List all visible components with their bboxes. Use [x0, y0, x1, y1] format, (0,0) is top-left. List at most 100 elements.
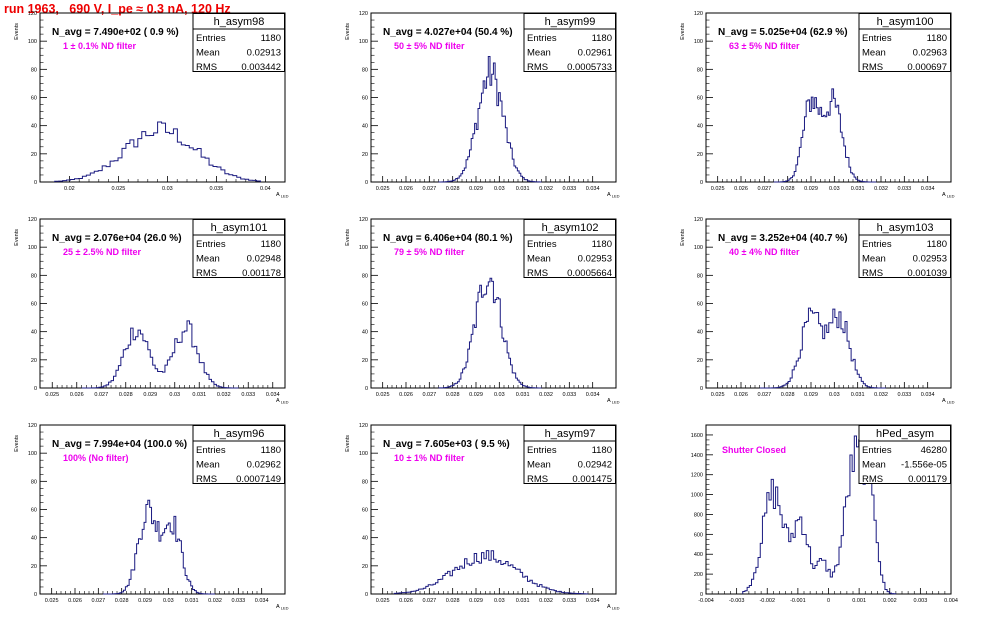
y-tick-label: 20 [362, 152, 368, 158]
y-tick-label: 20 [31, 152, 37, 158]
x-axis-title: A LED [942, 398, 955, 405]
stats-box [858, 219, 951, 278]
x-tick-label: 0.03 [163, 598, 174, 604]
y-tick-label: 1600 [691, 433, 703, 439]
x-tick-label: 0.029 [469, 598, 483, 604]
y-tick-label: 1200 [691, 473, 703, 479]
stats-value: 1180 [592, 33, 612, 44]
stats-value: 0.003442 [241, 62, 281, 73]
y-tick-label: 40 [697, 124, 703, 130]
x-tick-label: 0.031 [516, 186, 530, 192]
y-tick-label: 0 [700, 180, 703, 186]
filter-annotation: 50 ± 5% ND filter [394, 41, 465, 51]
y-tick-label: 200 [694, 572, 703, 578]
x-tick-label: 0.028 [446, 186, 460, 192]
x-tick-label: 0.032 [539, 392, 553, 398]
stats-value: 0.02962 [247, 460, 281, 471]
navg-label: N_avg = 5.025e+04 (62.9 %) [718, 27, 848, 38]
stats-value: 0.0005733 [567, 62, 612, 73]
stats-label: RMS [527, 268, 548, 279]
x-tick-label: 0.04 [260, 186, 271, 192]
stats-value: 1180 [927, 33, 947, 44]
stats-title: h_asym98 [214, 16, 265, 28]
y-tick-label: 0 [365, 386, 368, 392]
stats-value: 0.02948 [247, 254, 281, 265]
stats-value: 1180 [592, 445, 612, 456]
stats-box [858, 13, 951, 72]
x-tick-label: 0.034 [586, 598, 600, 604]
nlabel-bg [378, 437, 523, 450]
stats-value: 0.02961 [578, 48, 612, 59]
filter-annotation: 40 ± 4% ND filter [729, 247, 800, 257]
y-tick-label: 40 [31, 124, 37, 130]
y-tick-label: 0 [700, 592, 703, 598]
stats-value: 46280 [921, 445, 947, 456]
histogram-panel-h_asym101: 0 20 40 60 80 100 120 0.025 0.026 0.027 0.028 0.029… [14, 217, 289, 405]
histogram-panel-h_asym102: 0 20 40 60 80 100 120 0.025 0.026 0.027 0.028 0.029… [345, 217, 620, 405]
y-tick-label: 80 [362, 479, 368, 485]
x-tick-label: 0.03 [494, 186, 505, 192]
stats-label: RMS [196, 268, 217, 279]
x-tick-label: 0 [827, 598, 830, 604]
stats-label: Entries [527, 445, 557, 456]
stats-label: Entries [862, 33, 892, 44]
x-tick-label: 0.027 [94, 392, 108, 398]
y-tick-label: 100 [359, 39, 368, 45]
x-tick-label: 0.033 [241, 392, 255, 398]
x-axis-title: A LED [607, 398, 620, 405]
y-tick-label: 40 [697, 330, 703, 336]
y-tick-label: 40 [31, 330, 37, 336]
x-tick-label: 0.032 [874, 186, 888, 192]
stats-title: h_asym97 [545, 428, 596, 440]
stats-value: 0.000697 [907, 62, 947, 73]
histogram-panel-h_asym99: 0 20 40 60 80 100 120 0.025 0.026 0.027 0.028 0.029… [345, 11, 620, 199]
y-tick-label: 600 [694, 532, 703, 538]
x-tick-label: 0.032 [539, 598, 553, 604]
histogram-series [81, 320, 239, 389]
x-tick-label: 0.028 [781, 186, 795, 192]
stats-value: 1180 [261, 239, 281, 250]
x-tick-label: 0.025 [376, 598, 390, 604]
x-tick-label: 0.028 [446, 392, 460, 398]
y-tick-label: 20 [697, 152, 703, 158]
stats-value: 0.001179 [908, 474, 947, 485]
histogram-panel-h_asym103: 0 20 40 60 80 100 120 0.025 0.026 0.027 0.028 0.029… [680, 217, 955, 405]
stats-box [192, 425, 285, 484]
histogram-panel-hPed_asym: 0 200 400 600 800 1000 1200 1400 1600 -0.004 -0.00… [691, 424, 958, 604]
x-tick-label: 0.003 [913, 598, 927, 604]
stats-value: 0.02953 [578, 254, 612, 265]
navg-label: N_avg = 7.605e+03 ( 9.5 %) [383, 439, 510, 450]
nlabel-bg [47, 231, 192, 244]
y-tick-label: 100 [694, 39, 703, 45]
y-tick-label: 100 [694, 245, 703, 251]
x-tick-label: 0.026 [68, 598, 82, 604]
y-tick-label: 1000 [691, 493, 703, 499]
y-tick-label: 20 [31, 358, 37, 364]
y-tick-label: 120 [359, 217, 368, 223]
x-tick-label: -0.004 [698, 598, 714, 604]
x-tick-label: 0.025 [112, 186, 126, 192]
x-tick-label: 0.032 [539, 186, 553, 192]
x-tick-label: 0.025 [711, 392, 725, 398]
filter-annotation: 25 ± 2.5% ND filter [63, 247, 141, 257]
x-tick-label: 0.034 [586, 186, 600, 192]
y-axis-title: Events [345, 229, 351, 246]
navg-label: N_avg = 3.252e+04 (40.7 %) [718, 233, 848, 244]
stats-label: RMS [196, 474, 217, 485]
x-tick-label: 0.03 [829, 186, 840, 192]
stats-label: Mean [862, 48, 886, 59]
x-axis-title: A LED [276, 604, 289, 611]
x-tick-label: 0.026 [399, 392, 413, 398]
stats-value: 1180 [927, 239, 947, 250]
x-tick-label: 0.033 [231, 598, 245, 604]
stats-box [523, 219, 616, 278]
histogram-panel-h_asym98: 0 20 40 60 80 100 120 0.02 0.025 0.03 0.035 0.04 Eve… [14, 11, 289, 199]
stats-value: 0.001475 [572, 474, 612, 485]
x-tick-label: 0.025 [376, 392, 390, 398]
stats-box [523, 425, 616, 484]
navg-label: N_avg = 2.076e+04 (26.0 %) [52, 233, 182, 244]
histogram-panel-h_asym97: 0 20 40 60 80 100 120 0.025 0.026 0.027 0.028 0.029… [345, 423, 620, 611]
x-tick-label: 0.032 [217, 392, 231, 398]
x-axis-title: A LED [607, 192, 620, 199]
